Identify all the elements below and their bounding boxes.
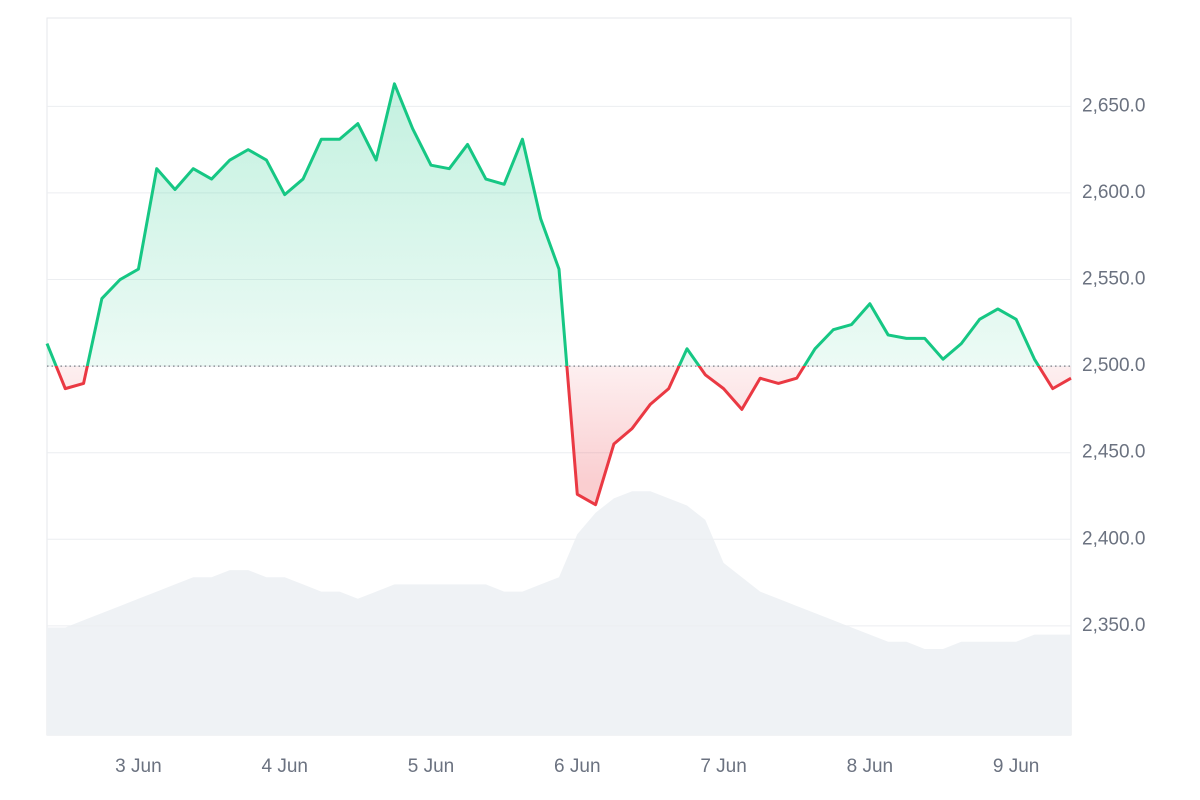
volume-area <box>47 491 1071 735</box>
y-tick-label: 2,400.0 <box>1082 528 1145 549</box>
x-tick-label: 9 Jun <box>993 756 1039 777</box>
y-tick-label: 2,500.0 <box>1082 355 1145 376</box>
price-line <box>45 82 1072 507</box>
y-tick-label: 2,450.0 <box>1082 442 1145 463</box>
x-tick-label: 4 Jun <box>261 756 307 777</box>
x-tick-label: 3 Jun <box>115 756 161 777</box>
x-tick-label: 6 Jun <box>554 756 600 777</box>
y-tick-label: 2,550.0 <box>1082 269 1145 290</box>
x-tick-label: 8 Jun <box>847 756 893 777</box>
y-tick-label: 2,350.0 <box>1082 615 1145 636</box>
y-tick-label: 2,650.0 <box>1082 95 1145 116</box>
x-tick-label: 5 Jun <box>408 756 454 777</box>
price-area <box>47 83 1071 505</box>
y-tick-label: 2,600.0 <box>1082 182 1145 203</box>
x-tick-label: 7 Jun <box>700 756 746 777</box>
